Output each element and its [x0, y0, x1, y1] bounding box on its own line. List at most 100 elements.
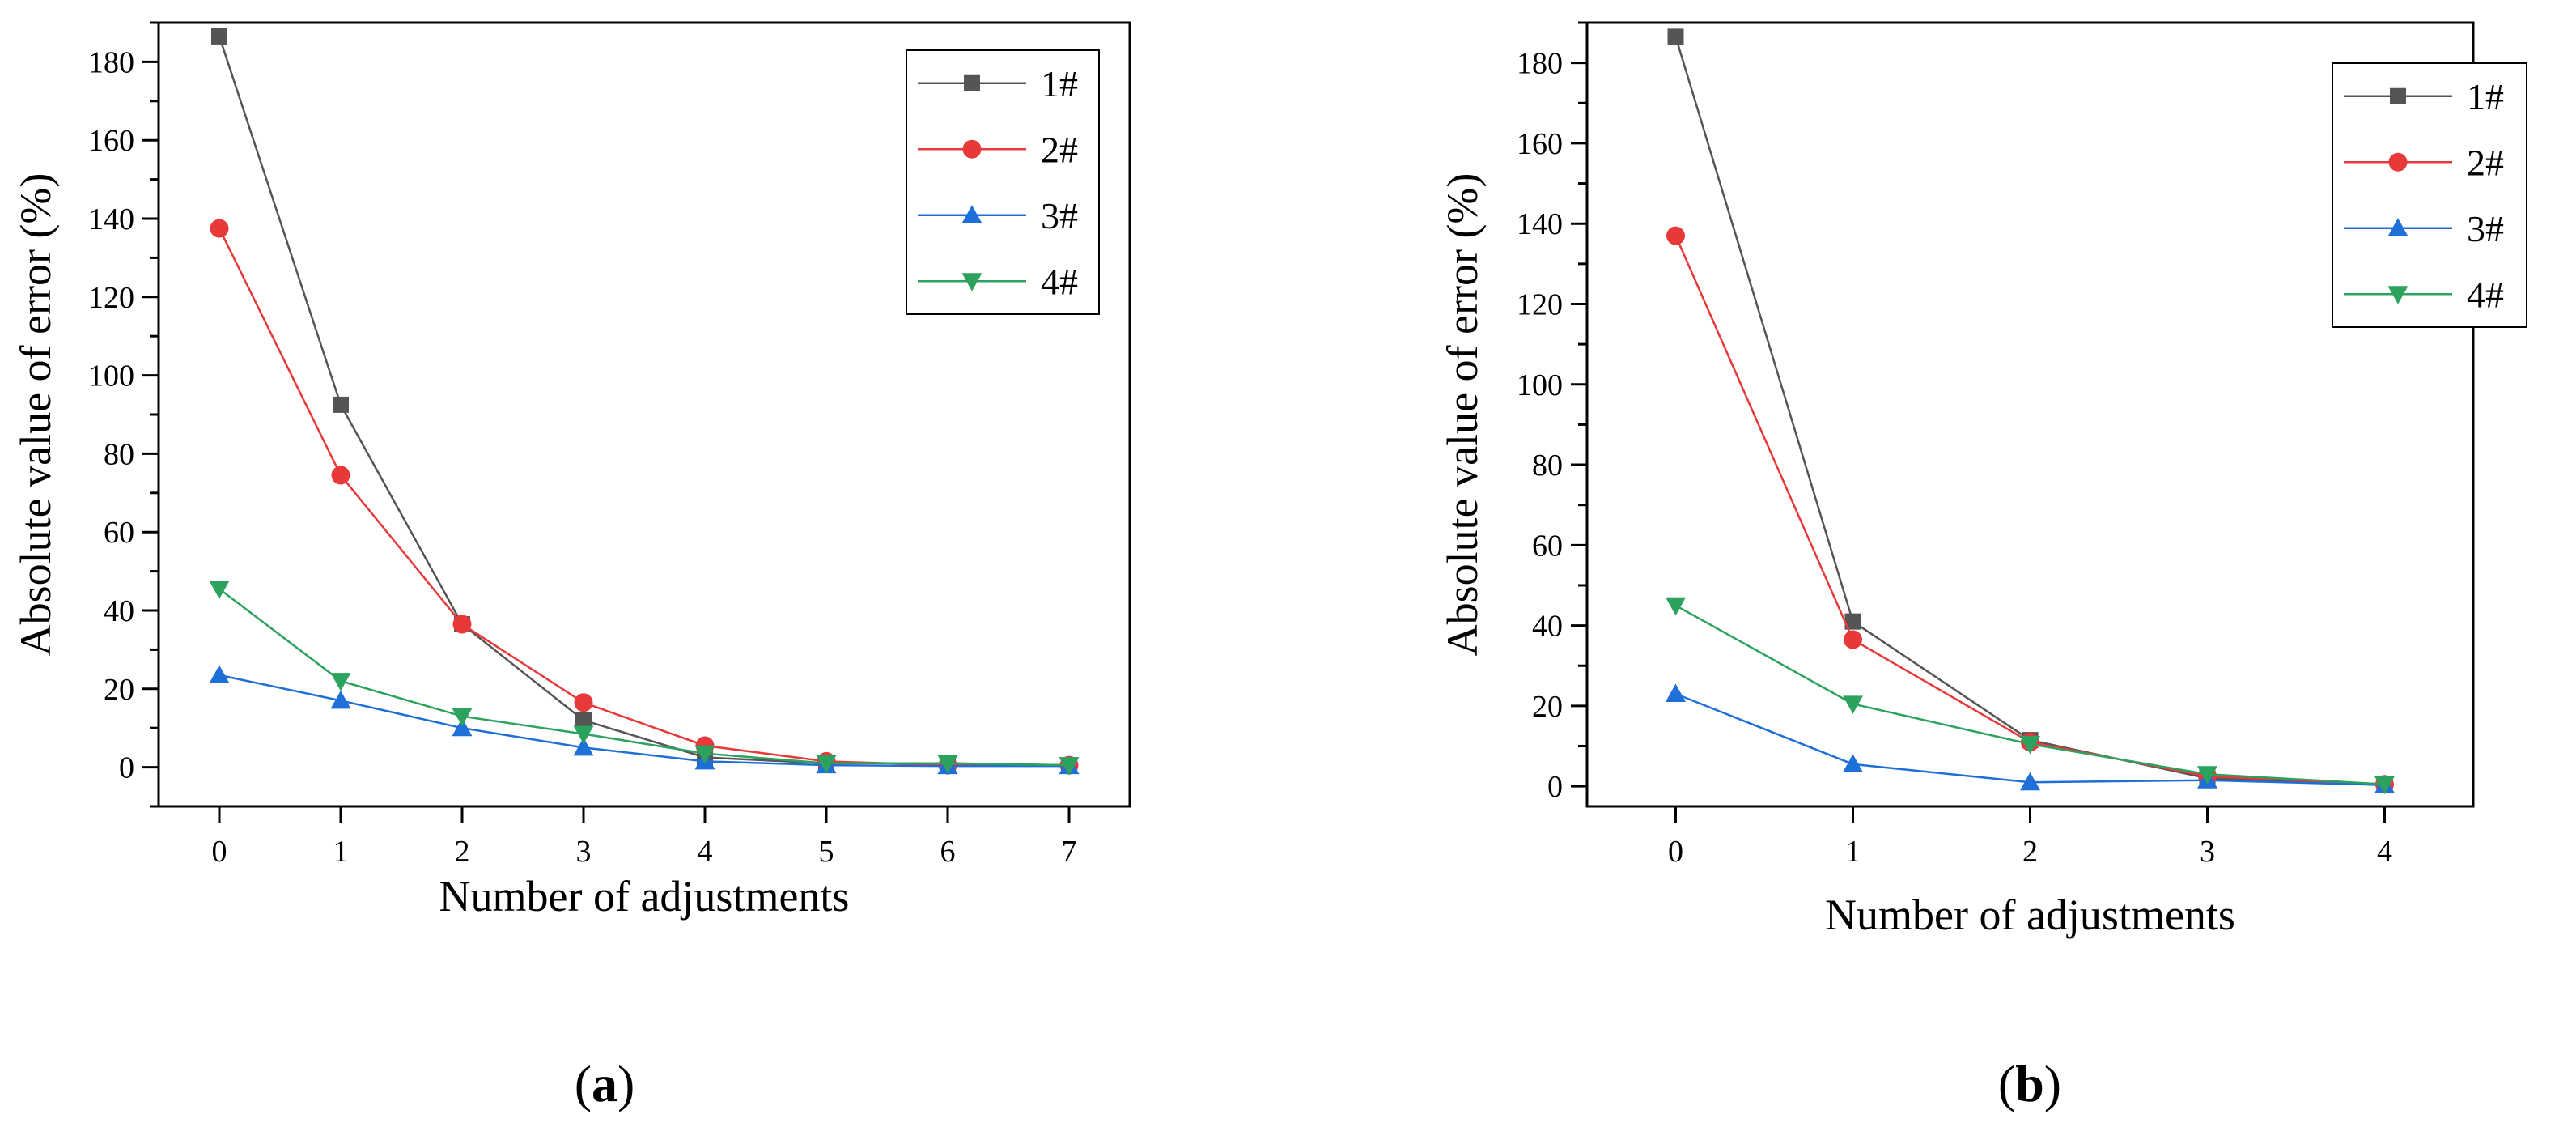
legend-marker-1# — [2390, 87, 2406, 104]
data-point-3# — [2020, 772, 2040, 791]
y-tick-label: 160 — [1517, 127, 1563, 161]
data-point-3# — [452, 717, 473, 737]
legend-box — [906, 49, 1100, 315]
panel-label-letter: b — [2015, 1055, 2044, 1112]
panel-label-close-paren: ) — [2044, 1055, 2061, 1112]
panel-label-open-paren: ( — [575, 1055, 592, 1112]
y-tick-label: 60 — [1532, 529, 1563, 563]
data-point-1# — [211, 28, 227, 45]
legend-marker-2# — [962, 139, 982, 159]
y-tick-label: 80 — [1532, 449, 1563, 483]
legend-marker-3# — [2387, 218, 2408, 236]
x-tick-label: 7 — [1062, 835, 1077, 869]
x-tick-label: 1 — [333, 835, 349, 869]
legend-box — [2332, 62, 2527, 328]
y-axis-title: Absolute value of error (%) — [1438, 173, 1487, 657]
data-point-4# — [452, 708, 473, 727]
y-tick-label: 160 — [88, 124, 134, 158]
panel-label: (a) — [575, 1055, 635, 1112]
legend-marker-1# — [964, 74, 980, 91]
panel-label: (b) — [1998, 1055, 2061, 1112]
legend-label: 1# — [2467, 76, 2504, 117]
x-tick-label: 0 — [212, 835, 227, 869]
legend-marker-4# — [2387, 286, 2408, 304]
x-tick-label: 5 — [819, 835, 834, 869]
panel-label-open-paren: ( — [1998, 1055, 2015, 1112]
legend-label: 2# — [2467, 142, 2504, 183]
y-tick-label: 0 — [1547, 770, 1563, 804]
data-point-4# — [694, 745, 715, 764]
legend-label: 3# — [1041, 195, 1078, 236]
data-point-2# — [574, 693, 593, 712]
panel-label-close-paren: ) — [617, 1055, 634, 1112]
x-tick-label: 3 — [2200, 835, 2215, 869]
legend-label: 1# — [1041, 63, 1078, 104]
legend-label: 3# — [2467, 208, 2504, 249]
data-point-4# — [816, 755, 837, 774]
data-point-4# — [937, 755, 958, 774]
chart-panel-b: 0 20 40 60 80 100 120 140 160 180 0 1 2 3 4 Number of a… — [1438, 21, 2527, 1112]
data-point-4# — [2197, 766, 2217, 785]
series-line-2# — [218, 228, 1069, 767]
y-tick-label: 40 — [104, 594, 134, 628]
y-tick-label: 180 — [1517, 47, 1563, 81]
data-point-2# — [331, 466, 350, 485]
panel-label-letter: a — [592, 1055, 617, 1112]
data-point-1# — [1844, 613, 1861, 630]
legend-label: 2# — [1041, 129, 1078, 170]
series-line-2# — [1674, 235, 2385, 785]
y-tick-label: 40 — [1532, 610, 1563, 644]
series-line-3# — [219, 674, 1069, 768]
y-tick-label: 80 — [104, 437, 134, 471]
data-point-4# — [1666, 597, 1686, 616]
x-axis-title: Number of adjustments — [439, 872, 850, 921]
x-tick-label: 4 — [2377, 835, 2392, 869]
y-tick-label: 0 — [119, 751, 134, 785]
legend-marker-3# — [961, 205, 982, 223]
x-tick-label: 2 — [2022, 835, 2038, 869]
data-point-4# — [209, 581, 230, 599]
x-tick-label: 2 — [455, 835, 470, 869]
data-point-4# — [2374, 776, 2395, 795]
y-tick-label: 140 — [88, 202, 134, 236]
data-point-4# — [2020, 736, 2040, 755]
y-axis-title: Absolute value of error (%) — [11, 173, 60, 657]
data-point-2# — [210, 219, 229, 238]
y-tick-label: 100 — [1517, 368, 1563, 402]
y-tick-label: 20 — [1532, 690, 1563, 724]
y-tick-label: 120 — [1517, 287, 1563, 321]
series-line-4# — [1674, 604, 2385, 785]
data-point-4# — [1059, 757, 1080, 776]
x-tick-label: 0 — [1668, 835, 1683, 869]
y-tick-label: 140 — [1517, 207, 1563, 241]
data-point-4# — [330, 673, 351, 691]
legend-label: 4# — [2467, 274, 2504, 315]
legend-label: 4# — [1041, 261, 1078, 302]
x-tick-label: 4 — [698, 835, 713, 869]
data-point-2# — [1666, 226, 1685, 245]
data-point-3# — [209, 665, 230, 683]
data-point-4# — [573, 725, 594, 744]
x-axis-title: Number of adjustments — [1825, 891, 2235, 939]
data-point-3# — [1843, 754, 1863, 772]
y-tick-label: 120 — [88, 281, 134, 315]
y-tick-label: 180 — [88, 45, 134, 79]
data-point-3# — [1666, 683, 1686, 703]
data-point-3# — [330, 690, 351, 709]
data-point-2# — [452, 615, 472, 634]
data-point-1# — [333, 396, 349, 413]
data-point-3# — [573, 737, 594, 756]
series-line-4# — [219, 588, 1070, 767]
data-point-1# — [575, 712, 592, 729]
x-tick-label: 6 — [940, 835, 956, 869]
x-tick-label: 3 — [576, 835, 592, 869]
y-tick-label: 60 — [104, 516, 134, 550]
y-tick-label: 20 — [104, 673, 134, 707]
data-point-4# — [1843, 695, 1863, 714]
legend-marker-2# — [2388, 152, 2408, 172]
series-line-1# — [1674, 36, 2385, 786]
x-tick-label: 1 — [1845, 835, 1861, 869]
y-tick-label: 100 — [88, 359, 134, 393]
chart-panel-a: 0 20 40 60 80 100 120 140 160 180 0 1 2 3 4 5 6 7 Number o… — [11, 21, 1131, 1112]
legend-marker-4# — [961, 273, 982, 291]
